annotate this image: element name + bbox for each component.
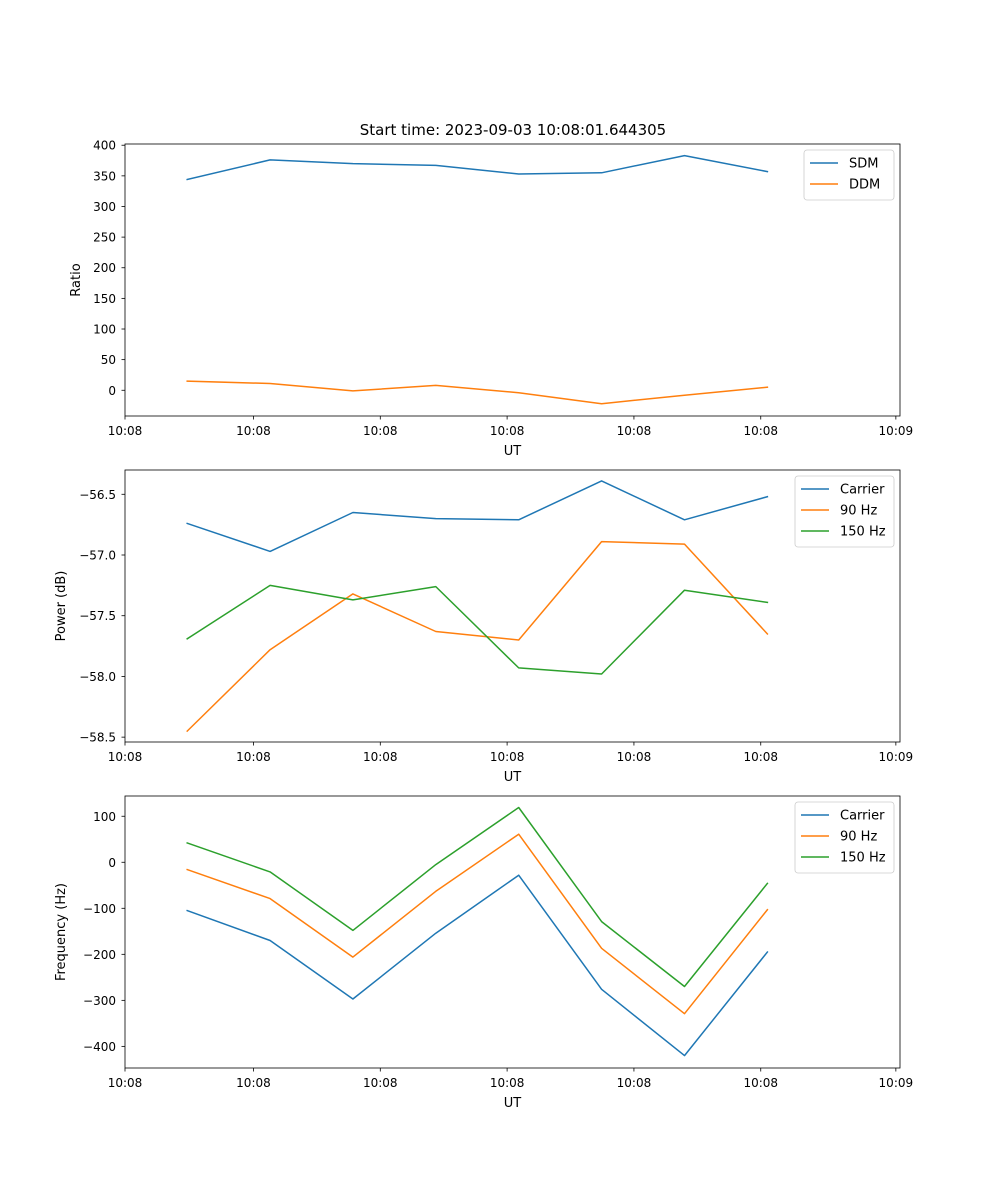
series-line-sdm xyxy=(186,154,769,181)
x-tick-label: 10:08 xyxy=(108,424,143,438)
series-line-ddm xyxy=(186,380,769,405)
series-line-carrier xyxy=(186,480,769,553)
series-line-150-hz xyxy=(186,806,769,988)
x-tick-label: 10:08 xyxy=(490,750,525,764)
y-tick-label: 0 xyxy=(108,856,116,870)
x-tick-label: 10:08 xyxy=(743,750,778,764)
x-tick-label: 10:08 xyxy=(108,750,143,764)
legend-label: Carrier xyxy=(840,483,885,498)
x-tick-label: 10:09 xyxy=(879,750,914,764)
legend-label: 90 Hz xyxy=(840,504,877,519)
x-tick-label: 10:08 xyxy=(363,750,398,764)
x-tick-label: 10:08 xyxy=(363,1076,398,1090)
y-tick-label: 300 xyxy=(93,200,116,214)
y-tick-label: −57.5 xyxy=(79,609,116,623)
x-tick-label: 10:08 xyxy=(617,424,652,438)
x-tick-label: 10:08 xyxy=(617,750,652,764)
y-axis-label: Power (dB) xyxy=(54,571,69,642)
legend-label: DDM xyxy=(849,178,880,193)
y-tick-label: 100 xyxy=(93,810,116,824)
panel-2: 10:08 10:08 10:08 10:08 10:08 10:08 10:09 −58.5… xyxy=(54,469,914,785)
y-axis-label: Frequency (Hz) xyxy=(54,883,69,981)
legend-label: 150 Hz xyxy=(840,525,886,540)
y-tick-label: 350 xyxy=(93,169,116,183)
chart-title: Start time: 2023-09-03 10:08:01.644305 xyxy=(360,121,666,139)
series-line-90-hz xyxy=(186,833,769,1015)
x-tick-label: 10:08 xyxy=(490,424,525,438)
y-tick-label: 400 xyxy=(93,139,116,153)
legend-label: 90 Hz xyxy=(840,830,877,845)
series-line-carrier xyxy=(186,874,769,1057)
x-axis-label: UT xyxy=(504,1096,522,1111)
panel-1: 10:08 10:08 10:08 10:08 10:08 10:08 10:09 0 50 10… xyxy=(69,139,913,459)
x-axis-label: UT xyxy=(504,444,522,459)
x-tick-label: 10:08 xyxy=(617,1076,652,1090)
axes-frame xyxy=(124,795,901,1069)
y-tick-label: 50 xyxy=(101,353,116,367)
legend: SDM DDM xyxy=(803,149,895,201)
x-tick-label: 10:09 xyxy=(879,1076,914,1090)
y-tick-label: −56.5 xyxy=(79,488,116,502)
axes-frame xyxy=(124,469,901,743)
axes-frame xyxy=(124,143,901,417)
x-tick-label: 10:08 xyxy=(743,424,778,438)
series-line-90-hz xyxy=(186,540,769,733)
x-tick-label: 10:08 xyxy=(363,424,398,438)
legend: Carrier 90 Hz 150 Hz xyxy=(794,475,895,548)
legend-label: Carrier xyxy=(840,809,885,824)
legend-label: SDM xyxy=(849,157,878,172)
y-tick-label: 250 xyxy=(93,231,116,245)
panels: 10:08 10:08 10:08 10:08 10:08 10:08 10:09 0 50 10… xyxy=(54,139,913,1111)
legend: Carrier 90 Hz 150 Hz xyxy=(794,801,895,874)
legend-box xyxy=(794,475,895,548)
y-tick-label: −400 xyxy=(83,1040,116,1054)
y-tick-label: −58.0 xyxy=(79,670,116,684)
y-tick-label: 100 xyxy=(93,323,116,337)
y-tick-label: −200 xyxy=(83,948,116,962)
x-axis-label: UT xyxy=(504,770,522,785)
x-tick-label: 10:09 xyxy=(879,424,914,438)
series-line-150-hz xyxy=(186,584,769,675)
x-tick-label: 10:08 xyxy=(236,424,271,438)
legend-label: 150 Hz xyxy=(840,851,886,866)
y-tick-label: −57.0 xyxy=(79,549,116,563)
y-tick-label: 0 xyxy=(108,384,116,398)
y-tick-label: 200 xyxy=(93,261,116,275)
panel-3: 10:08 10:08 10:08 10:08 10:08 10:08 10:09 −400 −… xyxy=(54,795,914,1111)
x-tick-label: 10:08 xyxy=(236,750,271,764)
y-tick-label: −100 xyxy=(83,902,116,916)
y-tick-label: 150 xyxy=(93,292,116,306)
y-tick-label: −58.5 xyxy=(79,731,116,745)
x-tick-label: 10:08 xyxy=(490,1076,525,1090)
x-tick-label: 10:08 xyxy=(743,1076,778,1090)
legend-box xyxy=(794,801,895,874)
y-tick-label: −300 xyxy=(83,994,116,1008)
x-tick-label: 10:08 xyxy=(108,1076,143,1090)
x-tick-label: 10:08 xyxy=(236,1076,271,1090)
y-axis-label: Ratio xyxy=(69,263,84,296)
